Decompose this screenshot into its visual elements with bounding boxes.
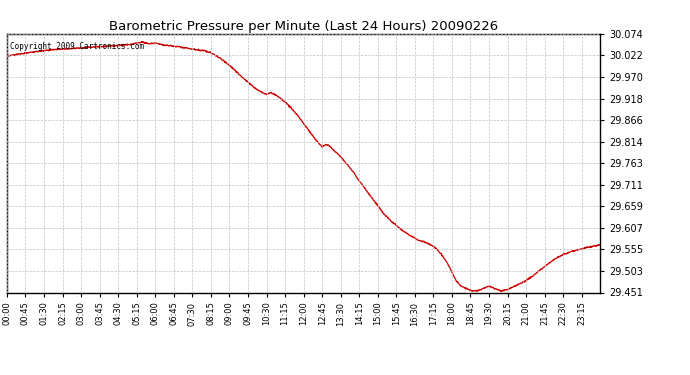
Text: Copyright 2009 Cartronics.com: Copyright 2009 Cartronics.com — [10, 42, 144, 51]
Title: Barometric Pressure per Minute (Last 24 Hours) 20090226: Barometric Pressure per Minute (Last 24 … — [109, 20, 498, 33]
